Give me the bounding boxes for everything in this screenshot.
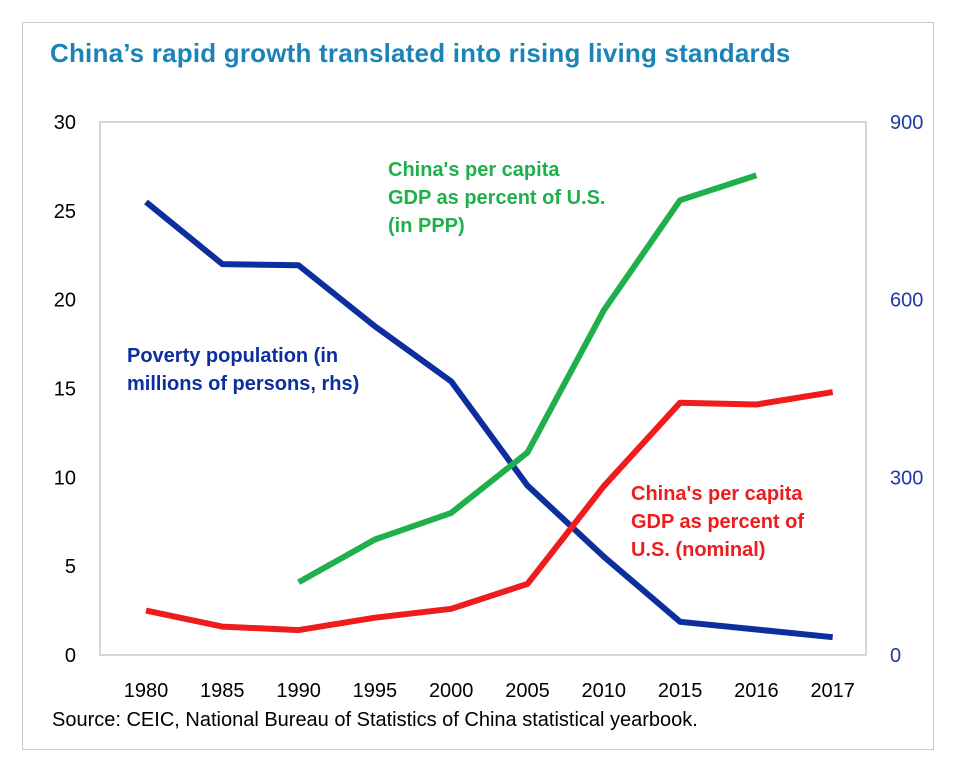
right-axis-ticks: 0 300 600 900	[890, 112, 923, 667]
annotation-line: China's per capita	[631, 483, 803, 505]
left-tick-label: 0	[65, 645, 76, 667]
x-tick-label: 1990	[276, 680, 321, 702]
left-tick-label: 25	[54, 201, 76, 223]
right-tick-label: 900	[890, 112, 923, 134]
annotation-line: Poverty population (in	[127, 345, 338, 367]
right-tick-label: 300	[890, 467, 923, 489]
x-tick-label: 2015	[658, 680, 703, 702]
annotations: China's per capita GDP as percent of U.S.…	[127, 159, 804, 561]
x-tick-label: 2010	[582, 680, 627, 702]
left-tick-label: 5	[65, 556, 76, 578]
left-tick-label: 15	[54, 379, 76, 401]
x-tick-label: 1995	[353, 680, 398, 702]
annotation-line: China's per capita	[388, 159, 560, 181]
x-tick-label: 1985	[200, 680, 245, 702]
annotation-poverty: Poverty population (in millions of person…	[127, 345, 359, 395]
x-axis-ticks: 1980 1985 1990 1995 2000 2005 2010 2015 2016 2017	[124, 680, 855, 702]
left-tick-label: 20	[54, 290, 76, 312]
right-tick-label: 600	[890, 290, 923, 312]
annotation-line: millions of persons, rhs)	[127, 373, 359, 395]
annotation-line: U.S. (nominal)	[631, 539, 765, 561]
annotation-line: GDP as percent of	[631, 511, 804, 533]
x-tick-label: 2005	[505, 680, 550, 702]
x-tick-label: 2016	[734, 680, 779, 702]
left-axis-ticks: 0 5 10 15 20 25 30	[54, 112, 76, 667]
x-tick-label: 2017	[810, 680, 855, 702]
annotation-nominal: China's per capita GDP as percent of U.S. …	[631, 483, 804, 561]
series-lines	[144, 172, 834, 641]
annotation-line: GDP as percent of U.S.	[388, 187, 605, 209]
source-note: Source: CEIC, National Bureau of Statist…	[52, 709, 698, 731]
left-tick-label: 30	[54, 112, 76, 134]
series-line-nominal	[145, 389, 834, 634]
right-tick-label: 0	[890, 645, 901, 667]
chart-title: China’s rapid growth translated into ris…	[50, 38, 791, 68]
chart-frame	[22, 22, 934, 750]
x-tick-label: 1980	[124, 680, 169, 702]
annotation-ppp: China's per capita GDP as percent of U.S.…	[388, 159, 605, 237]
x-tick-label: 2000	[429, 680, 474, 702]
plot-area	[99, 121, 867, 656]
annotation-line: (in PPP)	[388, 215, 465, 237]
series-line-poverty	[144, 199, 834, 641]
left-tick-label: 10	[54, 467, 76, 489]
series-line-ppp	[297, 172, 758, 585]
